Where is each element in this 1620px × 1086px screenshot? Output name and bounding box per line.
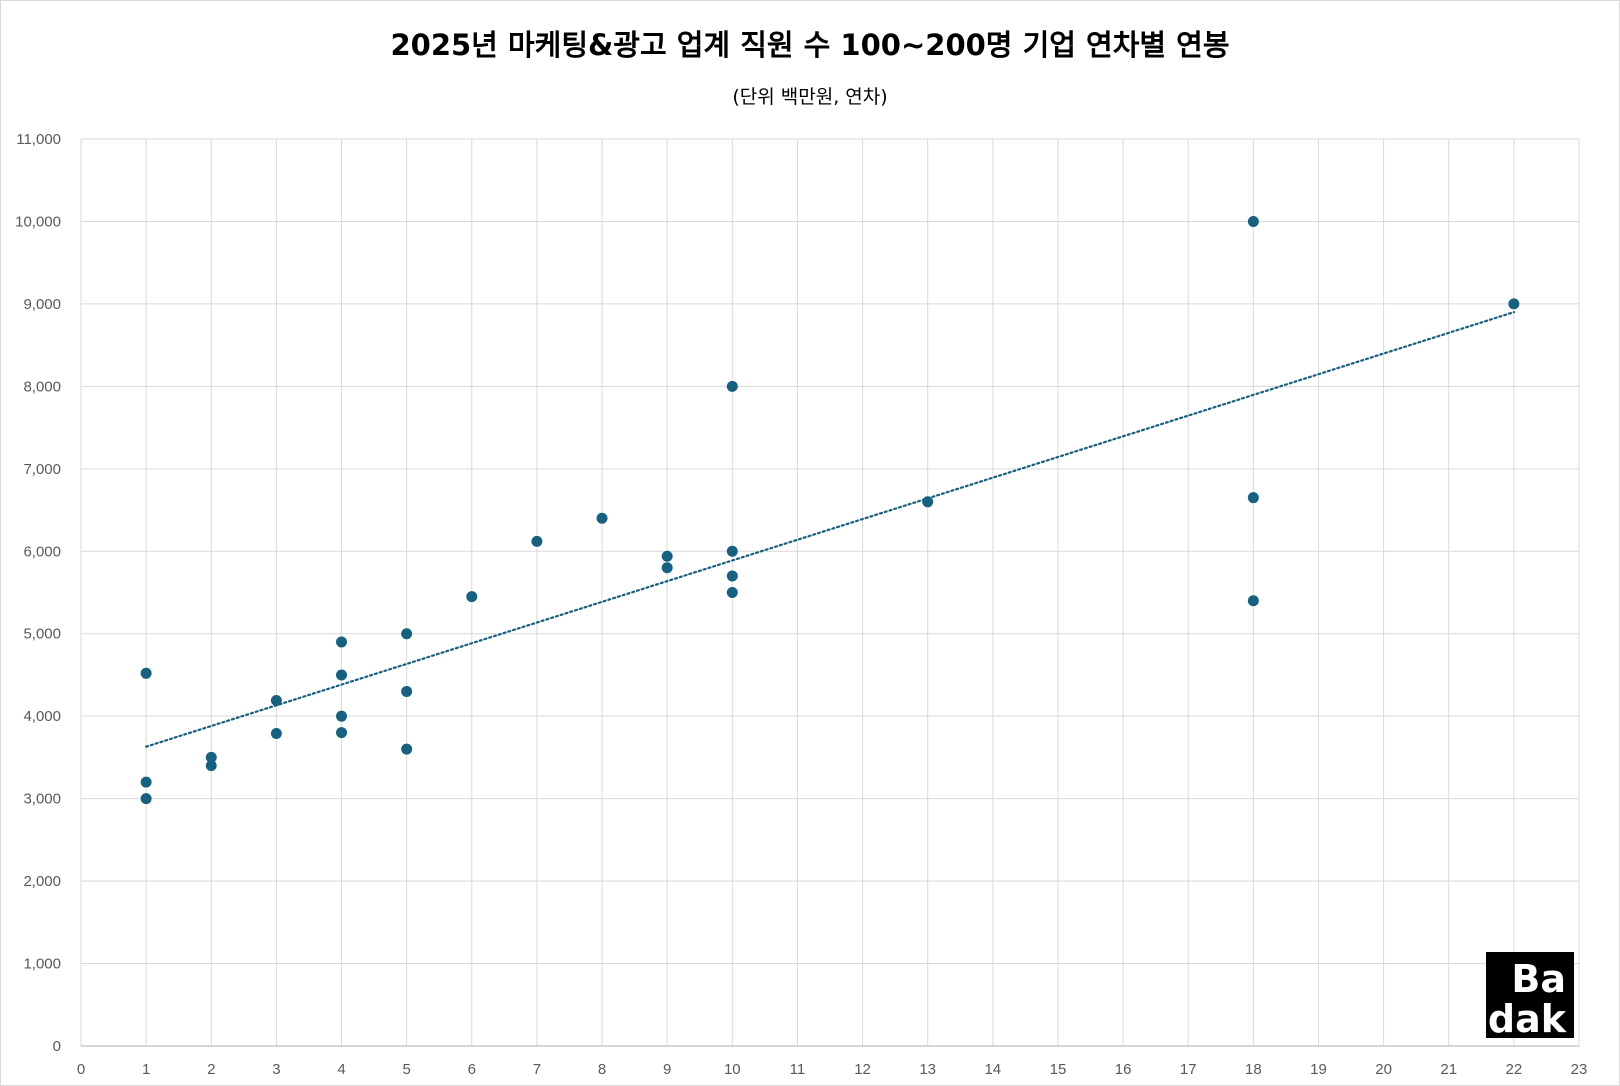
y-tick-label: 11,000	[16, 131, 61, 148]
x-tick-label: 2	[207, 1061, 215, 1078]
data-point	[596, 512, 608, 524]
data-point	[1247, 492, 1259, 504]
x-tick-label: 13	[919, 1061, 936, 1078]
data-point	[401, 685, 413, 697]
x-tick-label: 1	[142, 1061, 150, 1078]
data-point	[140, 793, 152, 805]
data-point	[140, 667, 152, 679]
y-tick-label: 3,000	[23, 791, 61, 808]
axis-ticks: 0 1 2 3 4 5 6 7 8 9 10 11 12 13 14 15 16 17 18 19 20 21 22 2301…	[15, 131, 1587, 1078]
data-point	[205, 760, 217, 772]
chart-title: 2025년 마케팅&광고 업계 직원 수 100~200명 기업 연차별 연봉	[390, 28, 1230, 62]
data-point	[401, 743, 413, 755]
data-point	[661, 550, 673, 562]
y-tick-label: 8,000	[23, 378, 61, 395]
x-tick-label: 14	[984, 1061, 1001, 1078]
badak-logo: Ba dak	[1486, 952, 1574, 1038]
y-tick-label: 7,000	[23, 461, 61, 478]
x-tick-label: 0	[77, 1061, 85, 1078]
data-points	[140, 215, 1520, 805]
x-tick-label: 21	[1440, 1061, 1457, 1078]
x-tick-label: 12	[854, 1061, 871, 1078]
x-tick-label: 15	[1050, 1061, 1067, 1078]
data-point	[1247, 595, 1259, 607]
x-tick-label: 9	[663, 1061, 671, 1078]
chart-subtitle: (단위 백만원, 연차)	[732, 86, 888, 108]
x-tick-label: 11	[790, 1061, 806, 1078]
x-tick-label: 7	[533, 1061, 541, 1078]
x-tick-label: 18	[1245, 1061, 1262, 1078]
x-tick-label: 3	[272, 1061, 280, 1078]
x-tick-label: 23	[1571, 1061, 1588, 1078]
data-point	[336, 710, 348, 722]
y-tick-label: 0	[53, 1038, 61, 1055]
y-tick-label: 5,000	[23, 626, 61, 643]
data-point	[726, 587, 738, 598]
x-tick-label: 4	[337, 1061, 345, 1078]
data-point	[1508, 298, 1520, 310]
grid-lines	[80, 138, 1580, 1047]
y-tick-label: 6,000	[23, 543, 61, 560]
data-point	[336, 636, 348, 648]
x-tick-label: 5	[402, 1061, 410, 1078]
x-tick-label: 16	[1115, 1061, 1132, 1078]
data-point	[531, 535, 543, 547]
y-tick-label: 1,000	[23, 956, 61, 973]
data-point	[922, 496, 934, 508]
logo-line-1: Ba	[1511, 957, 1566, 1001]
x-tick-label: 6	[468, 1061, 476, 1078]
y-tick-label: 10,000	[15, 213, 61, 230]
data-point	[270, 727, 282, 739]
trendline-line	[145, 311, 1515, 748]
data-point	[1247, 215, 1259, 227]
data-point	[401, 628, 413, 640]
y-tick-label: 4,000	[23, 708, 61, 725]
logo-line-2: dak	[1488, 997, 1567, 1038]
data-point	[726, 570, 738, 582]
data-point	[726, 380, 738, 392]
x-tick-label: 22	[1506, 1061, 1523, 1078]
trendline	[145, 311, 1515, 748]
x-tick-label: 10	[724, 1061, 741, 1078]
x-tick-label: 8	[598, 1061, 606, 1078]
data-point	[726, 545, 738, 557]
x-tick-label: 17	[1180, 1061, 1197, 1078]
data-point	[661, 562, 673, 574]
data-point	[336, 669, 348, 681]
data-point	[336, 727, 348, 739]
y-tick-label: 2,000	[23, 873, 61, 890]
data-point	[466, 591, 478, 603]
y-tick-label: 9,000	[23, 296, 61, 313]
x-tick-label: 19	[1310, 1061, 1327, 1078]
data-point	[205, 751, 217, 763]
data-point	[270, 695, 282, 707]
x-tick-label: 20	[1375, 1061, 1392, 1078]
data-point	[140, 776, 152, 788]
